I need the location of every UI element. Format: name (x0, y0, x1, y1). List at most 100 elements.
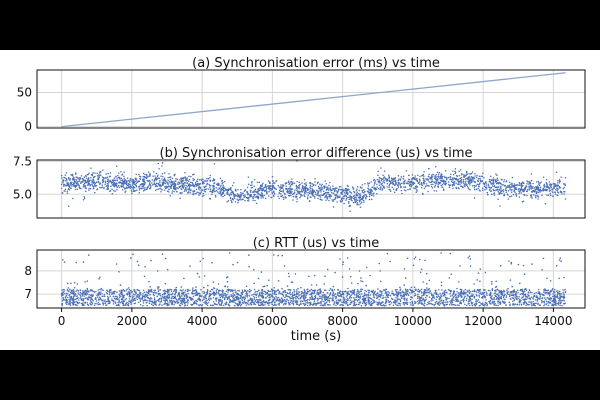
diff-point (383, 170, 386, 172)
rtt-point (535, 295, 538, 297)
diff-point (319, 186, 321, 189)
diff-point (552, 191, 554, 194)
diff-point (381, 184, 384, 187)
diff-point (68, 186, 71, 188)
diff-point (71, 185, 73, 187)
diff-point (171, 177, 174, 180)
diff-point (320, 185, 323, 187)
diff-point (409, 183, 411, 185)
panel-b-frame (36, 159, 586, 219)
rtt-point (148, 302, 151, 305)
diff-point (227, 188, 230, 190)
diff-point (407, 188, 409, 191)
diff-point (230, 191, 232, 194)
diff-point (465, 170, 468, 173)
diff-point (203, 188, 206, 191)
rtt-point (379, 295, 381, 298)
diff-point (181, 178, 183, 181)
diff-point (374, 180, 377, 182)
rtt-point (367, 296, 370, 299)
diff-point (343, 202, 345, 205)
diff-point (168, 185, 170, 187)
diff-point (462, 180, 465, 183)
rtt-point (259, 294, 262, 297)
diff-point (219, 190, 221, 193)
rtt-point (382, 297, 385, 299)
rtt-point (350, 301, 352, 304)
rtt-point (337, 294, 339, 297)
rtt-point (273, 304, 275, 307)
rtt-point (441, 289, 443, 291)
rtt-point (553, 301, 555, 304)
diff-point (125, 182, 128, 185)
diff-point (277, 184, 280, 187)
rtt-point (223, 298, 226, 301)
diff-point (131, 191, 133, 193)
diff-point (242, 194, 245, 197)
diff-point (173, 174, 176, 177)
diff-point (84, 180, 86, 183)
diff-point (339, 195, 341, 197)
diff-point (193, 173, 195, 176)
rtt-point (150, 303, 153, 305)
diff-point (188, 189, 191, 191)
diff-point (83, 197, 86, 200)
diff-point (236, 193, 239, 195)
rtt-point (113, 292, 115, 295)
diff-point (203, 190, 205, 192)
diff-point (146, 188, 149, 190)
diff-point (253, 193, 255, 196)
panel-a-y-axis: 050 (17, 86, 32, 134)
diff-point (377, 174, 379, 177)
diff-point (474, 172, 476, 175)
diff-point (510, 186, 513, 188)
diff-point (501, 183, 503, 186)
rtt-point (103, 295, 106, 298)
diff-point (526, 188, 529, 191)
diff-point (257, 188, 259, 190)
rtt-point (271, 303, 273, 306)
diff-point (299, 195, 302, 197)
diff-point (456, 175, 459, 178)
diff-point (393, 180, 395, 182)
diff-point (326, 196, 328, 199)
diff-point (256, 195, 258, 197)
diff-point (108, 175, 111, 178)
rtt-point (563, 297, 565, 300)
diff-point (319, 183, 321, 186)
diff-point (477, 187, 479, 190)
diff-point (530, 196, 532, 198)
diff-point (75, 179, 78, 181)
diff-point (514, 191, 516, 193)
diff-point (372, 193, 374, 195)
diff-point (66, 183, 68, 185)
diff-point (508, 181, 511, 184)
diff-point (67, 178, 70, 180)
diff-point (302, 185, 304, 188)
rtt-point (125, 297, 128, 300)
rtt-point (101, 300, 103, 302)
diff-point (402, 177, 404, 180)
diff-point (533, 187, 536, 189)
rtt-point (68, 290, 70, 292)
diff-point (434, 182, 437, 185)
diff-point (400, 182, 403, 184)
rtt-point (384, 296, 386, 299)
diff-point (498, 189, 500, 191)
rtt-point (121, 302, 124, 305)
diff-point (201, 195, 204, 197)
diff-point (405, 182, 408, 184)
rtt-point (112, 303, 115, 305)
diff-point (408, 179, 411, 181)
diff-point (197, 183, 199, 186)
rtt-point (331, 300, 333, 302)
diff-point (477, 180, 479, 183)
diff-point (168, 188, 170, 191)
diff-point (462, 179, 465, 181)
rtt-point (549, 297, 551, 299)
diff-point (77, 184, 79, 186)
rtt-point (472, 294, 474, 296)
diff-point (151, 182, 153, 184)
rtt-point (439, 298, 441, 301)
diff-point (131, 192, 133, 195)
